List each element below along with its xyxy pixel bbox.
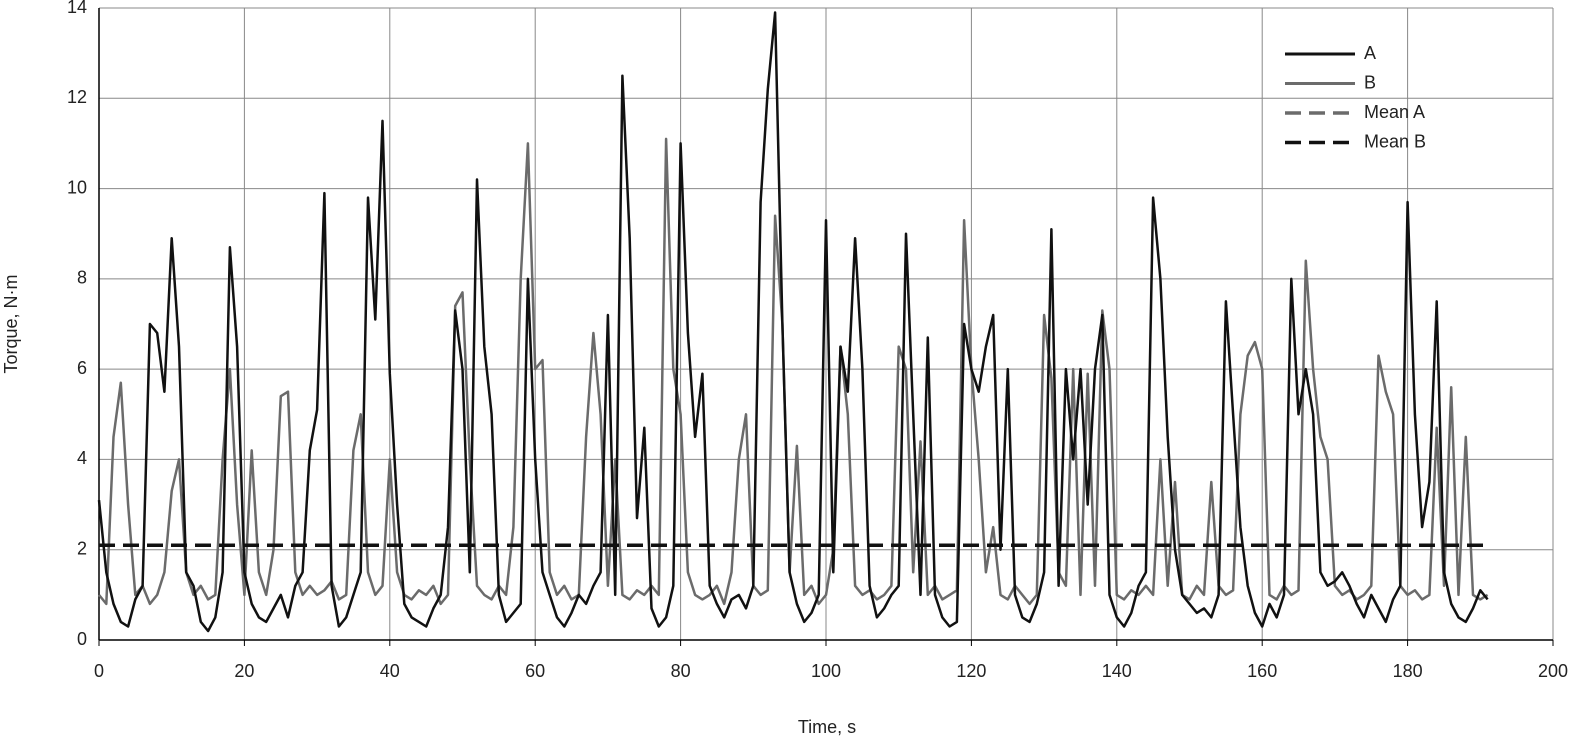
x-tick-label: 140	[1102, 661, 1132, 681]
x-tick-label: 40	[380, 661, 400, 681]
y-tick-label: 12	[67, 87, 87, 107]
legend-label: Mean B	[1364, 131, 1426, 151]
y-tick-label: 10	[67, 177, 87, 197]
series-line	[98, 137, 1489, 606]
x-tick-label: 80	[671, 661, 691, 681]
y-tick-label: 6	[77, 358, 87, 378]
y-tick-label: 0	[77, 629, 87, 649]
x-tick-label: 160	[1247, 661, 1277, 681]
legend-label: Mean A	[1364, 102, 1425, 122]
series-line	[97, 11, 1489, 633]
legend-label: A	[1364, 43, 1376, 63]
y-tick-label: 14	[67, 0, 87, 17]
x-axis-title: Time, s	[798, 717, 856, 737]
x-tick-label: 180	[1393, 661, 1423, 681]
x-tick-label: 0	[94, 661, 104, 681]
y-axis-title: Torque, N·m	[1, 274, 21, 373]
y-tick-label: 4	[77, 448, 87, 468]
y-tick-label: 2	[77, 538, 87, 558]
x-tick-label: 100	[811, 661, 841, 681]
x-tick-label: 20	[234, 661, 254, 681]
y-tick-label: 8	[77, 268, 87, 288]
x-tick-label: 60	[525, 661, 545, 681]
legend-label: B	[1364, 72, 1376, 92]
x-tick-label: 200	[1538, 661, 1568, 681]
x-tick-label: 120	[956, 661, 986, 681]
